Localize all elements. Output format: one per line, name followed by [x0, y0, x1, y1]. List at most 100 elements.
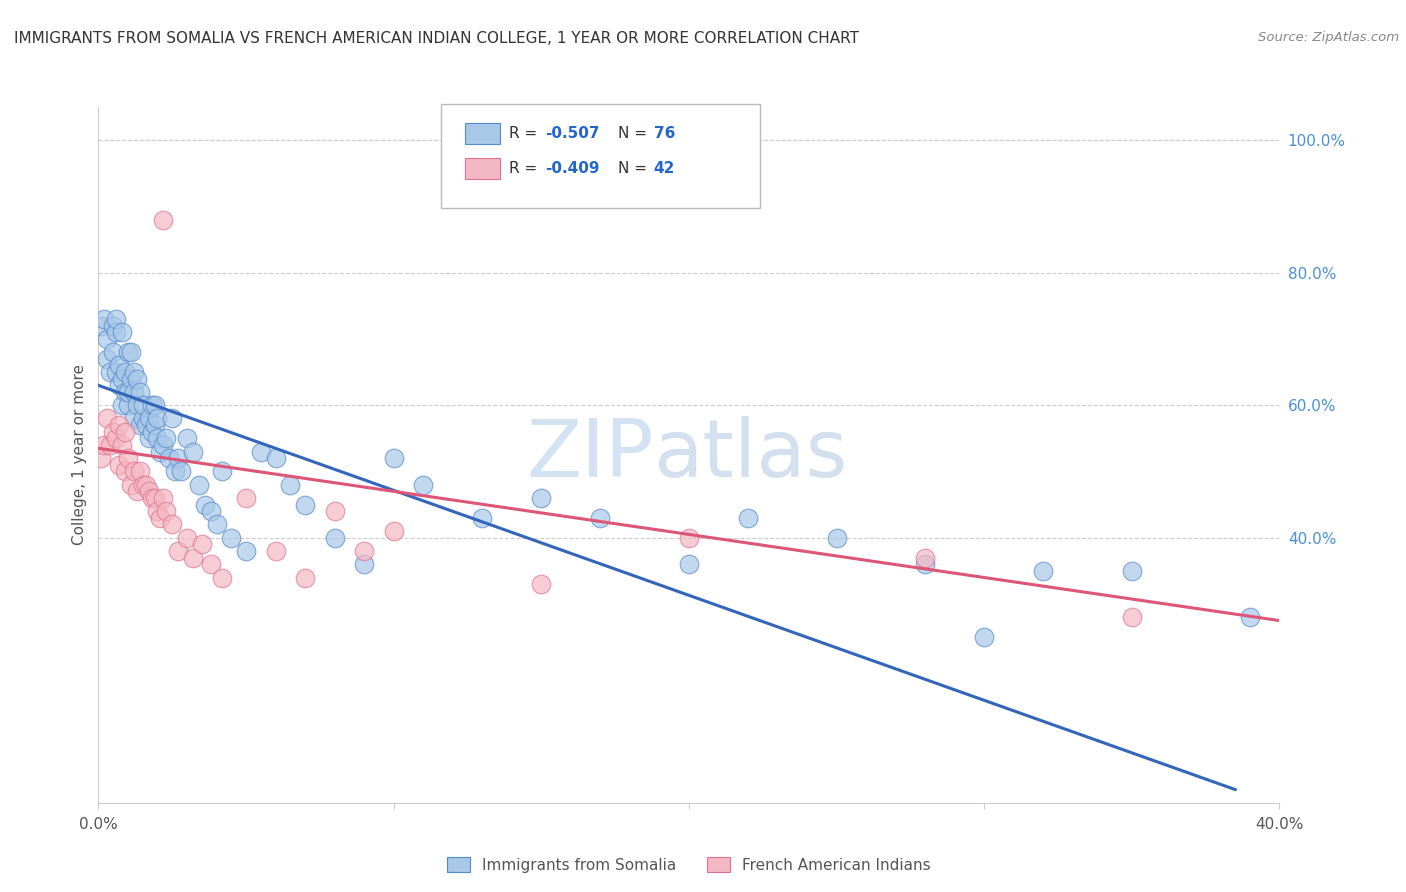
Point: [191, 537, 214, 551]
FancyBboxPatch shape: [464, 123, 501, 144]
Text: R =: R =: [509, 161, 543, 176]
Legend: Immigrants from Somalia, French American Indians: Immigrants from Somalia, French American…: [441, 850, 936, 879]
Point: [200, 558, 222, 572]
Point: [98, 438, 121, 452]
Point: [103, 345, 125, 359]
Point: [157, 451, 180, 466]
Point: [128, 418, 150, 433]
Point: [108, 458, 131, 472]
Point: [235, 491, 257, 505]
Text: N =: N =: [619, 161, 652, 176]
Point: [105, 365, 128, 379]
Point: [143, 491, 166, 505]
Point: [194, 498, 217, 512]
Point: [1239, 610, 1261, 624]
Point: [205, 517, 228, 532]
Point: [1121, 610, 1143, 624]
Point: [149, 444, 172, 458]
Point: [167, 451, 190, 466]
Point: [825, 531, 848, 545]
Point: [973, 630, 995, 644]
Point: [122, 365, 145, 379]
Point: [146, 411, 169, 425]
Point: [105, 431, 128, 445]
Point: [181, 550, 204, 565]
Point: [117, 345, 139, 359]
Y-axis label: College, 1 year or more: College, 1 year or more: [72, 365, 87, 545]
Point: [152, 438, 174, 452]
Point: [170, 465, 193, 479]
Point: [90, 451, 112, 466]
Point: [117, 451, 139, 466]
Point: [132, 398, 155, 412]
Point: [155, 431, 177, 445]
Point: [138, 411, 160, 425]
Text: IMMIGRANTS FROM SOMALIA VS FRENCH AMERICAN INDIAN COLLEGE, 1 YEAR OR MORE CORREL: IMMIGRANTS FROM SOMALIA VS FRENCH AMERIC…: [14, 31, 859, 46]
Point: [114, 465, 136, 479]
Text: Source: ZipAtlas.com: Source: ZipAtlas.com: [1258, 31, 1399, 45]
Point: [294, 570, 316, 584]
Point: [530, 491, 553, 505]
Point: [132, 411, 155, 425]
Text: -0.409: -0.409: [546, 161, 599, 176]
Point: [146, 504, 169, 518]
Point: [111, 326, 134, 340]
Point: [122, 384, 145, 399]
Point: [128, 465, 150, 479]
Point: [93, 312, 115, 326]
Point: [914, 550, 936, 565]
Point: [162, 411, 183, 425]
Point: [737, 511, 759, 525]
Text: atlas: atlas: [654, 416, 848, 494]
Point: [96, 332, 118, 346]
Point: [323, 504, 346, 518]
Point: [114, 365, 136, 379]
Point: [135, 418, 157, 433]
Text: R =: R =: [509, 126, 543, 141]
Point: [90, 318, 112, 333]
Point: [471, 511, 494, 525]
Point: [152, 212, 174, 227]
Point: [176, 431, 198, 445]
Point: [125, 484, 148, 499]
Point: [120, 372, 142, 386]
Point: [96, 351, 118, 366]
Point: [382, 451, 405, 466]
Point: [114, 384, 136, 399]
Point: [138, 431, 160, 445]
Point: [122, 411, 145, 425]
Point: [98, 365, 121, 379]
Point: [103, 425, 125, 439]
Point: [323, 531, 346, 545]
FancyBboxPatch shape: [464, 158, 501, 178]
Point: [221, 531, 243, 545]
Point: [589, 511, 612, 525]
Point: [117, 398, 139, 412]
Point: [105, 312, 128, 326]
Point: [132, 477, 155, 491]
Point: [120, 345, 142, 359]
Point: [149, 511, 172, 525]
Point: [187, 477, 209, 491]
Point: [250, 444, 273, 458]
Point: [114, 425, 136, 439]
Point: [914, 558, 936, 572]
Text: N =: N =: [619, 126, 652, 141]
Point: [128, 384, 150, 399]
Point: [117, 384, 139, 399]
Point: [155, 504, 177, 518]
Point: [176, 531, 198, 545]
Point: [122, 465, 145, 479]
Point: [105, 326, 128, 340]
Text: ZIP: ZIP: [526, 416, 654, 494]
Point: [382, 524, 405, 538]
Point: [1121, 564, 1143, 578]
Point: [103, 318, 125, 333]
Point: [135, 477, 157, 491]
Point: [294, 498, 316, 512]
Point: [141, 398, 163, 412]
Point: [143, 398, 166, 412]
Point: [141, 425, 163, 439]
Point: [108, 378, 131, 392]
Point: [143, 418, 166, 433]
